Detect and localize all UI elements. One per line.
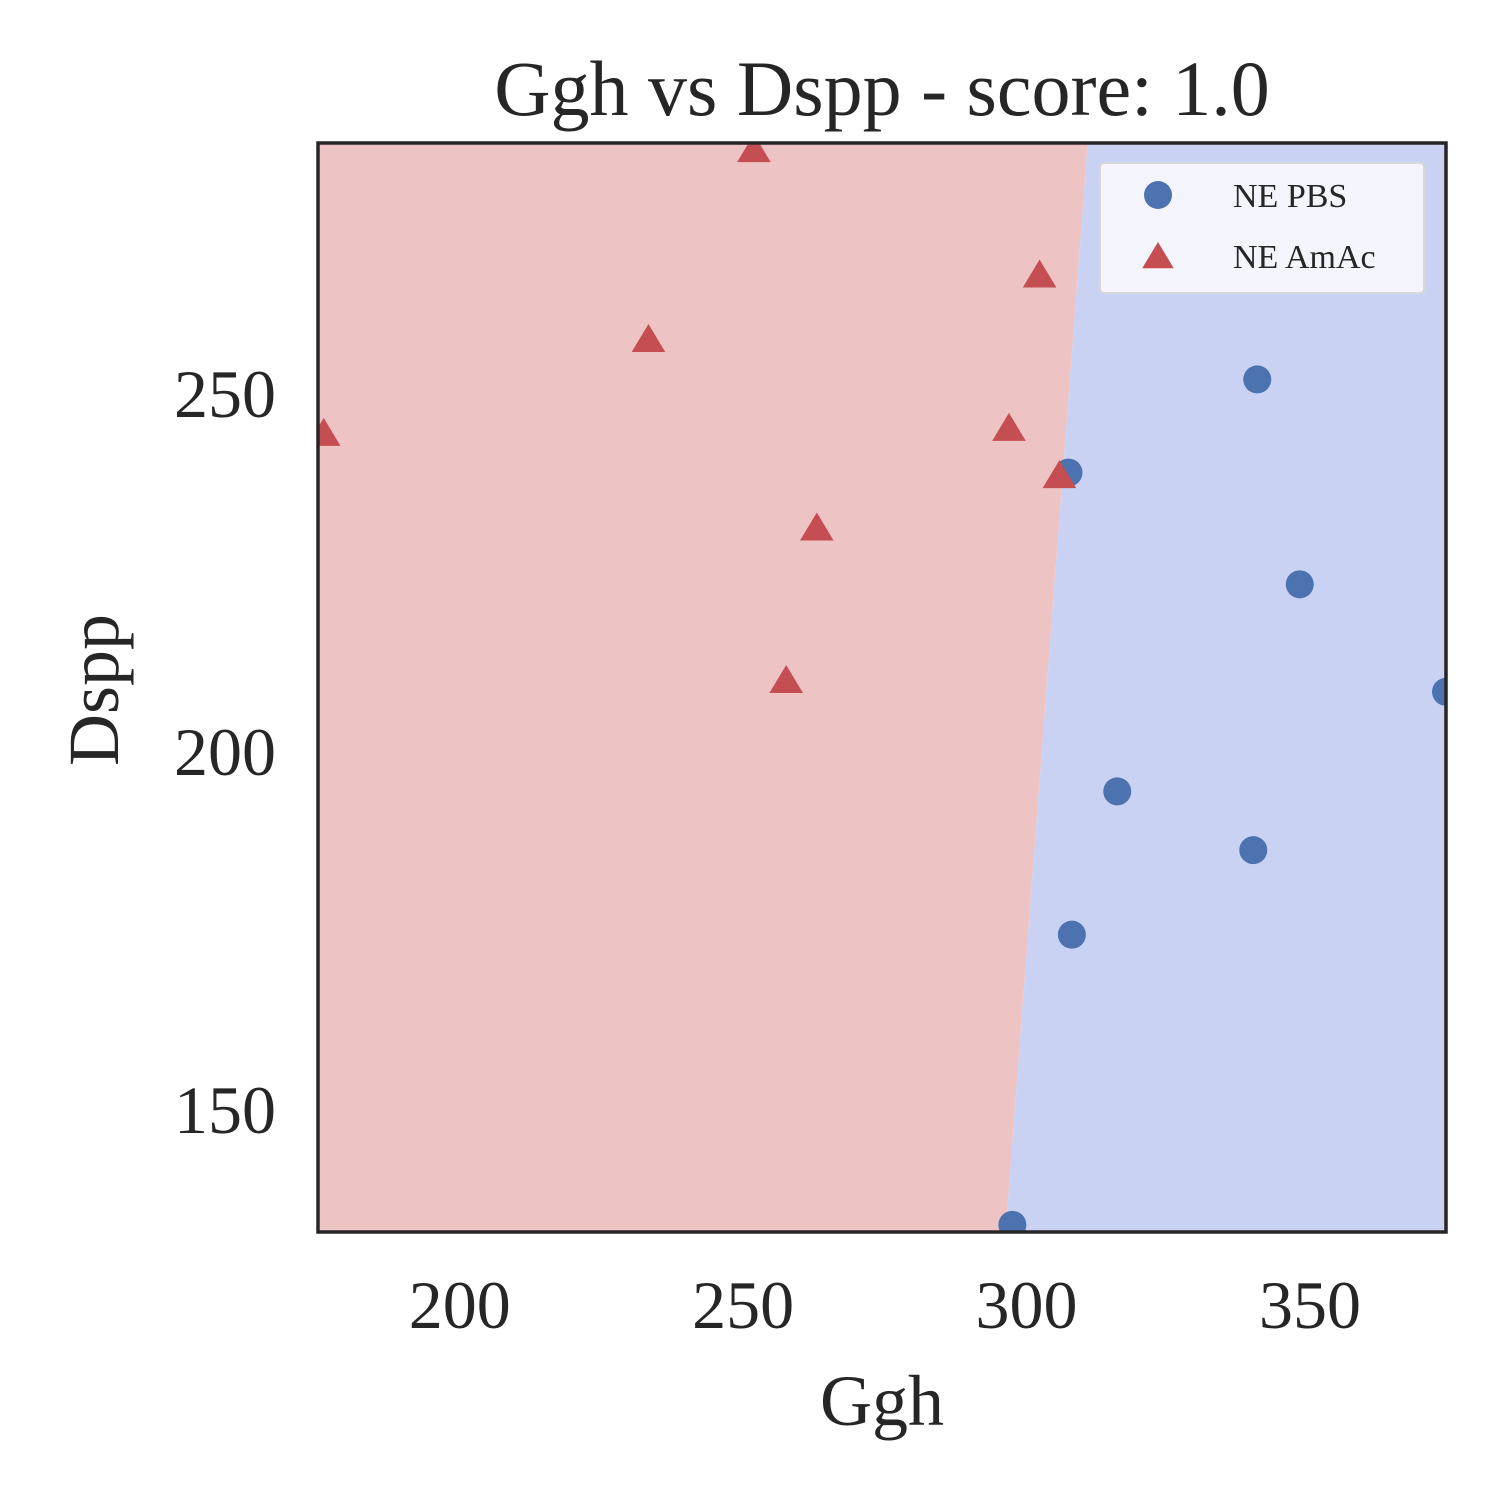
point-ne-amac [1042,460,1077,489]
y-axis-label: Dspp [54,614,134,766]
x-axis-ticks: 200 250 300 350 [409,1267,1361,1343]
y-tick-label: 250 [174,356,276,432]
x-tick-label: 300 [976,1267,1078,1343]
plot-area [316,141,1448,1234]
point-ne-amac [318,417,341,446]
point-ne-pbs [1432,677,1446,706]
plot-frame [316,141,1448,1234]
legend-label-ne-amac: NE AmAc [1233,239,1376,276]
point-ne-pbs [998,1210,1027,1232]
point-ne-pbs [1285,570,1314,599]
y-tick-label: 200 [174,714,276,790]
point-ne-amac [992,412,1026,441]
region-ne-pbs [1005,143,1446,1232]
point-ne-pbs [1239,836,1268,865]
point-ne-amac [631,324,666,353]
x-tick-label: 200 [409,1267,511,1343]
point-ne-amac [737,143,771,163]
y-tick-label: 150 [174,1072,276,1148]
point-ne-amac [769,665,804,694]
point-ne-pbs [1057,920,1086,949]
legend-marker-ne-pbs [1144,181,1172,209]
x-tick-label: 250 [692,1267,794,1343]
x-axis-label: Ggh [820,1361,944,1441]
point-ne-amac [800,512,834,541]
point-ne-pbs [1103,777,1132,806]
y-axis-ticks: 150 200 250 [174,356,276,1148]
legend-marker-ne-amac [1142,242,1174,269]
legend-box [1099,162,1425,294]
point-ne-pbs [1243,365,1272,394]
legend-label-ne-pbs: NE PBS [1233,178,1347,215]
point-ne-amac [1022,259,1057,288]
x-tick-label: 350 [1259,1267,1361,1343]
chart-title: Ggh vs Dspp - score: 1.0 [494,45,1270,132]
legend: NE PBS NE AmAc [1099,162,1425,294]
region-ne-amac [318,143,1088,1232]
data-points [318,143,1446,1232]
